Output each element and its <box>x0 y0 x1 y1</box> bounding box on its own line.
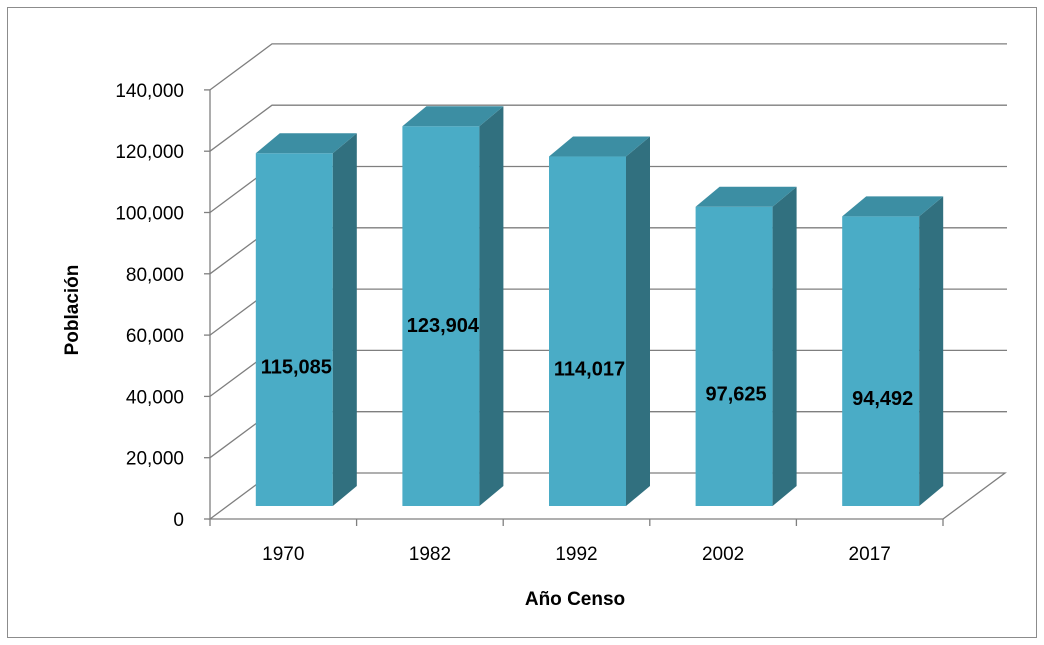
y-tick-label: 60,000 <box>126 326 184 347</box>
bar-front <box>842 216 920 506</box>
data-label: 123,904 <box>407 315 480 337</box>
bar-2017 <box>842 196 944 506</box>
bar-1992 <box>549 136 650 506</box>
bar-side <box>919 196 944 506</box>
y-tick-label: 40,000 <box>126 387 184 408</box>
floor <box>208 472 1007 520</box>
y-tick-label: 120,000 <box>115 142 184 163</box>
bar-side <box>626 136 650 506</box>
x-axis-title: Año Censo <box>525 589 625 610</box>
data-labels: 115,085 123,904 114,017 97,625 94,492 <box>261 315 914 410</box>
bar-2002 <box>695 186 797 507</box>
y-tick-label: 0 <box>173 510 184 531</box>
data-label: 114,017 <box>554 358 625 380</box>
bar-side <box>479 106 504 506</box>
bars <box>255 106 944 507</box>
x-tick-label: 1992 <box>555 544 597 565</box>
chart-walls <box>208 89 1007 520</box>
bar-top <box>549 136 650 157</box>
bar-top <box>695 186 797 207</box>
bar-top <box>842 196 944 217</box>
data-label: 115,085 <box>261 357 332 379</box>
y-axis: 0 20,000 40,000 60,000 80,000 100,000 120,000 1… <box>115 81 210 531</box>
y-tick-label: 80,000 <box>126 265 184 286</box>
bar-side <box>332 133 357 507</box>
x-tick-label: 1982 <box>409 544 451 565</box>
x-axis: 1970 1982 1992 2002 2017 <box>209 519 944 565</box>
y-tick-label: 20,000 <box>126 449 184 470</box>
x-tick-label: 2002 <box>702 544 744 565</box>
bar-front <box>549 156 626 506</box>
gridline <box>209 43 1007 91</box>
bar-side <box>772 186 797 507</box>
y-tick-label: 140,000 <box>115 81 184 102</box>
bar-front <box>402 126 480 506</box>
gridline <box>209 104 1007 152</box>
bar-1970 <box>255 133 357 507</box>
bar-front <box>695 206 773 507</box>
y-axis-title: Población <box>62 265 83 356</box>
bar-top <box>255 133 357 154</box>
data-label: 94,492 <box>852 388 913 410</box>
x-tick-label: 1970 <box>262 544 304 565</box>
y-tick-label: 100,000 <box>115 204 184 225</box>
x-tick-label: 2017 <box>849 544 891 565</box>
bar-1982 <box>402 106 504 506</box>
data-label: 97,625 <box>706 383 767 405</box>
bar-top <box>402 106 504 127</box>
bar-front <box>255 153 333 507</box>
